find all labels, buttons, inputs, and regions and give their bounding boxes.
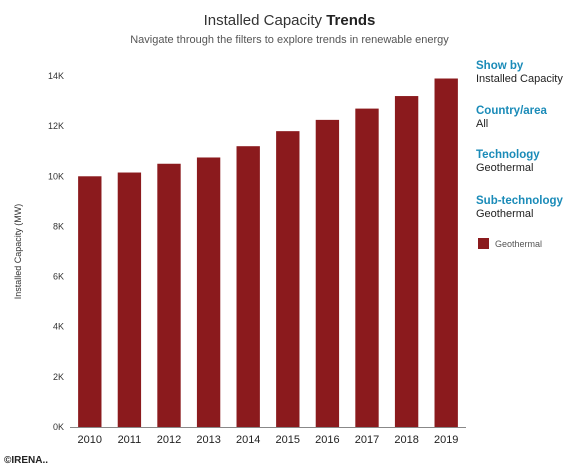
legend-label: Geothermal [495,238,543,249]
chart-subtitle: Navigate through the filters to explore … [130,34,449,46]
y-axis-label: Installed Capacity (MW) [13,204,23,300]
filter-country-area-label[interactable]: Country/area [476,105,547,117]
bar-2017 [355,108,379,427]
y-tick-label: 10K [48,171,64,181]
copyright-notice: ©IRENA.. [4,455,49,466]
bar-2016 [315,119,340,427]
y-tick-label: 2K [53,372,64,382]
bar-2012 [157,163,181,427]
filter-technology[interactable]: Technology Geothermal [476,149,576,175]
x-tick-label: 2011 [118,434,142,446]
bar-2010 [78,176,102,427]
x-tick-label: 2016 [315,434,339,446]
bar-2019 [434,78,458,427]
bar-2015 [276,131,300,427]
filter-technology-value[interactable]: Geothermal [476,162,534,174]
x-tick-label: 2018 [394,434,418,446]
x-tick-label: 2013 [196,434,220,446]
legend-swatch [478,238,489,249]
title-regular: Installed Capacity [203,12,323,29]
y-tick-label: 6K [53,272,64,282]
legend[interactable]: Geothermal [478,238,542,249]
y-tick-label: 14K [48,71,64,81]
filter-show-by-value[interactable]: Installed Capacity [476,73,563,85]
filter-sub-technology-label[interactable]: Sub-technology [476,195,563,207]
filter-country-area-value[interactable]: All [476,118,489,130]
y-tick-label: 12K [48,121,64,131]
x-tick-label: 2014 [236,434,260,446]
bar-2018 [394,96,419,428]
y-tick-label: 8K [53,221,64,231]
filter-show-by[interactable]: Show by Installed Capacity [476,60,576,86]
filter-sub-technology-value[interactable]: Geothermal [476,208,534,220]
x-tick-label: 2019 [434,434,458,446]
filter-show-by-label[interactable]: Show by [476,60,524,72]
filter-technology-label[interactable]: Technology [476,149,540,161]
y-tick-label: 0K [53,422,64,432]
filter-sub-technology[interactable]: Sub-technology Geothermal [476,195,576,221]
chart-title: Installed Capacity Trends [0,12,579,29]
x-tick-label: 2010 [78,434,102,446]
title-bold: Trends [326,12,376,29]
x-tick-label: 2015 [276,434,300,446]
bar-2014 [236,146,260,427]
bar-2011 [117,172,142,427]
x-tick-label: 2012 [157,434,181,446]
y-tick-label: 4K [53,322,64,332]
filter-country-area[interactable]: Country/area All [476,105,576,131]
bar-2013 [196,157,221,427]
x-tick-label: 2017 [355,434,379,446]
